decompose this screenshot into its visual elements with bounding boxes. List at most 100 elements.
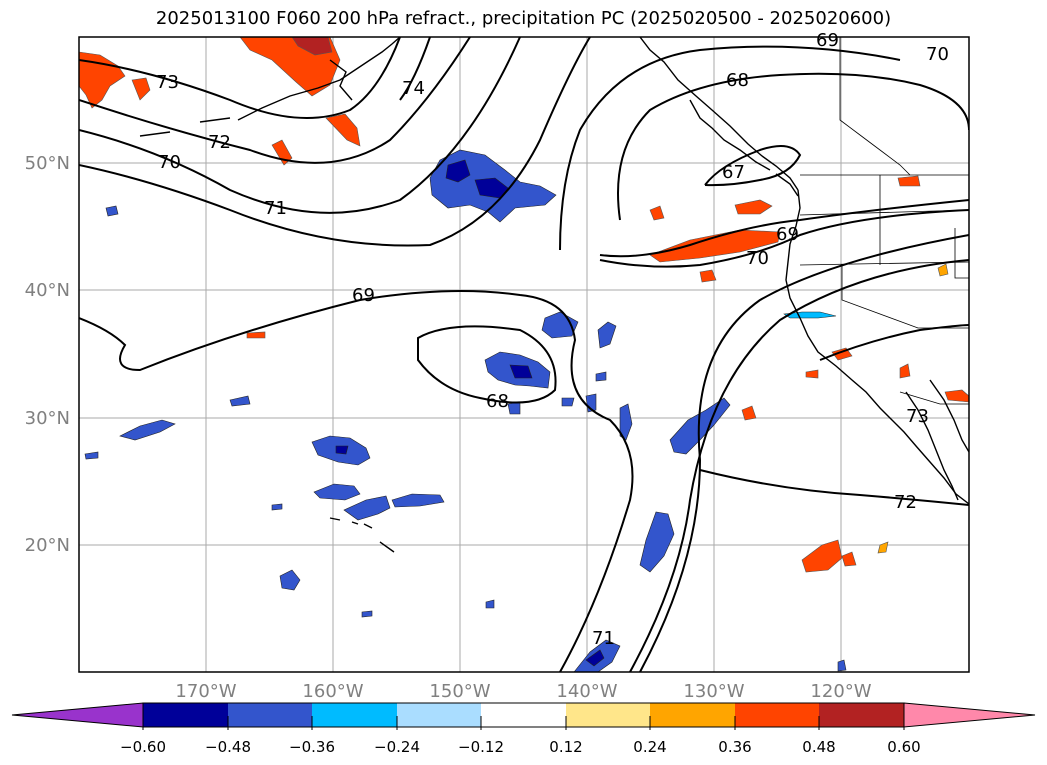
anomaly-patch (561, 397, 575, 407)
border-state (841, 265, 969, 329)
anomaly-patch (595, 371, 607, 382)
coastline-baja (905, 391, 959, 501)
anomaly-patch (699, 269, 717, 283)
lon-label: 130°W (683, 681, 744, 702)
colorbar-segment (819, 703, 904, 727)
contour-line-70 (79, 37, 521, 214)
map-title: 2025013100 F060 200 hPa refract., precip… (155, 8, 892, 29)
anomaly-patch (131, 77, 151, 101)
anomaly-patch (361, 610, 373, 618)
anomaly-patch (335, 445, 349, 455)
colorbar-frame (142, 702, 905, 728)
border-state (954, 228, 969, 279)
colorbar-tick-label: −0.12 (458, 738, 504, 756)
contour-label: 67 (722, 162, 745, 183)
anomaly-patch (585, 649, 605, 667)
coastline-alaska (237, 37, 401, 121)
coastline-aleutians (139, 117, 231, 137)
lon-label: 150°W (429, 681, 490, 702)
colorbar-tick-label: 0.36 (718, 738, 751, 756)
contour-line-74 (399, 37, 431, 101)
anomaly-patch (343, 495, 391, 521)
colorbar-tick-label: −0.36 (289, 738, 335, 756)
lat-label: 20°N (25, 535, 70, 556)
colorbar-segments (11, 702, 1036, 728)
contour-label: 68 (486, 391, 509, 412)
contour-label: 69 (776, 224, 799, 245)
contour-label: 71 (264, 198, 287, 219)
anomaly-patch (944, 389, 969, 403)
anomaly-patch (639, 511, 675, 573)
contour-label: 72 (208, 132, 231, 153)
positive-anomaly-shading (79, 37, 969, 573)
anomaly-patch (649, 229, 781, 263)
anomaly-patch (897, 175, 921, 187)
anomaly-patch (805, 369, 819, 379)
colorbar-extend-max (903, 702, 1036, 728)
colorbar-tick-label: −0.24 (374, 738, 420, 756)
colorbar-tick-label: −0.48 (205, 738, 251, 756)
anomaly-patch (841, 551, 857, 567)
anomaly-patch (391, 493, 445, 508)
contour-label: 70 (158, 152, 181, 173)
contour-line-70-east (599, 209, 969, 268)
borders (799, 37, 969, 405)
colorbar-tick-label: −0.60 (120, 738, 166, 756)
colorbar-tick-labels: −0.60 −0.48 −0.36 −0.24 −0.12 0.12 0.24 … (120, 738, 921, 756)
coastline-alaska-panhandle (639, 37, 799, 191)
contour-line-68-closed (417, 325, 557, 404)
anomaly-patch (229, 395, 251, 407)
coastline-vancouver (775, 173, 799, 197)
contour-line-72 (79, 37, 471, 164)
contour-label: 70 (746, 248, 769, 269)
contour-line-72-east (629, 259, 969, 672)
border-us-mexico (899, 391, 969, 405)
contour-line-67 (704, 145, 802, 187)
contour-label: 69 (816, 30, 839, 51)
anomaly-patch (597, 321, 617, 349)
contour-line-71-east (639, 234, 969, 672)
colorbar-extend-min (11, 702, 144, 728)
contour-label: 74 (402, 78, 425, 99)
contour-line-73 (79, 37, 401, 119)
contour-line-69-east (599, 199, 969, 258)
lat-label: 40°N (25, 280, 70, 301)
contour-line-72-south (699, 469, 969, 506)
map-frame (78, 36, 970, 673)
contour-label-group: 73 72 70 71 69 68 67 69 70 69 68 71 72 7… (156, 30, 949, 649)
colorbar-segment (481, 703, 566, 727)
contour-label: 69 (352, 285, 375, 306)
anomaly-patch (507, 401, 521, 415)
anomaly-patch (541, 311, 579, 339)
contour-label: 68 (726, 70, 749, 91)
anomaly-patch (105, 205, 119, 217)
contour-line-71 (79, 37, 591, 247)
colorbar: −0.60 −0.48 −0.36 −0.24 −0.12 0.12 0.24 … (11, 702, 1036, 756)
anomaly-patch (325, 113, 361, 147)
border-alaska-canada (839, 37, 911, 176)
contour-line-69-north (559, 45, 901, 251)
refractivity-contours (79, 37, 969, 672)
lon-label: 140°W (556, 681, 617, 702)
anomaly-patch (279, 569, 301, 591)
lon-label: 170°W (175, 681, 236, 702)
coastlines (139, 37, 969, 553)
contour-line-68-north (617, 72, 969, 221)
anomaly-patch (246, 331, 266, 339)
colorbar-segment (228, 703, 312, 727)
colorbar-segment (312, 703, 397, 727)
anomaly-patch (837, 659, 847, 672)
anomaly-patch (801, 539, 843, 573)
contour-label: 73 (156, 72, 179, 93)
colorbar-segment (143, 703, 228, 727)
lat-label: 50°N (25, 153, 70, 174)
lon-label: 160°W (302, 681, 363, 702)
anomaly-patch (877, 541, 889, 554)
colorbar-ticks (142, 716, 905, 730)
anomaly-patch (734, 199, 773, 215)
contour-label: 70 (926, 44, 949, 65)
anomaly-patch (485, 599, 495, 609)
anomaly-patch (84, 451, 99, 460)
anomaly-patch (649, 205, 665, 221)
coastline-alaska-south (329, 59, 353, 101)
